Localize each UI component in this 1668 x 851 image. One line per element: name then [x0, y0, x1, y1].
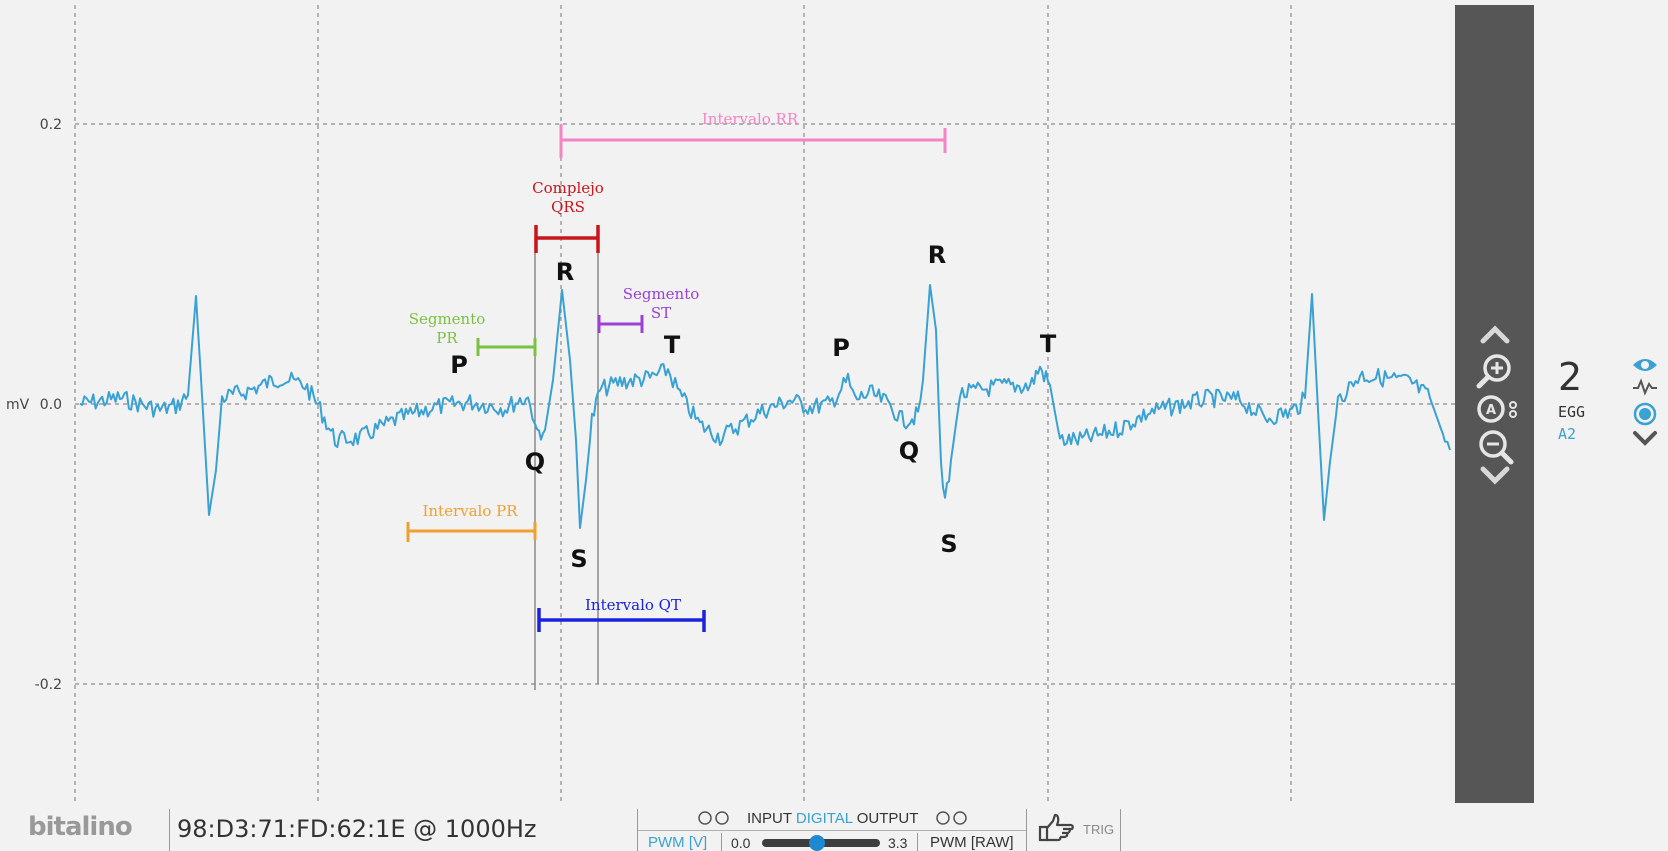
qrs-complex-label-line1: Complejo: [532, 179, 604, 197]
rr-interval-label: Intervalo RR: [702, 110, 799, 128]
trigger-hand-icon[interactable]: [1037, 813, 1077, 843]
st-segment-label-line1: Segmento: [623, 285, 700, 303]
svg-text:A: A: [1486, 403, 1496, 418]
chevron-down-icon[interactable]: [1477, 463, 1513, 487]
wave-label-p1: P: [450, 351, 468, 379]
slider-min-label: 0.0: [731, 835, 751, 851]
signal-plot[interactable]: 0.2 0.0 -0.2 mV Intervalo RR Complejo QR…: [0, 0, 1455, 803]
separator: [1120, 809, 1121, 851]
separator: [1026, 809, 1027, 851]
wave-label-q2: Q: [899, 437, 919, 465]
pr-segment-label-line1: Segmento: [409, 310, 486, 328]
channel-input: A2: [1558, 425, 1577, 443]
eye-icon[interactable]: [1632, 356, 1658, 374]
trigger-label: TRIG: [1083, 822, 1115, 837]
pr-segment-bracket: [476, 338, 537, 356]
channel-number: 2: [1558, 355, 1583, 399]
auto-scale-icon[interactable]: A: [1473, 389, 1521, 429]
y-unit-label: mV: [6, 397, 30, 413]
wave-label-q1: Q: [525, 448, 545, 476]
y-tick-label-top: 0.2: [40, 117, 62, 133]
wave-label-s1: S: [570, 545, 587, 573]
separator: [721, 833, 722, 851]
zoom-in-icon[interactable]: [1475, 350, 1515, 390]
channel-name: EGG: [1558, 403, 1586, 421]
pr-segment-label-line2: PR: [436, 329, 458, 347]
qrs-complex-label-line2: QRS: [551, 198, 585, 216]
wave-label-s2: S: [940, 530, 957, 558]
qrs-complex-bracket: [534, 225, 600, 253]
pwm-slider[interactable]: [762, 835, 880, 851]
digital-label: DIGITAL: [795, 810, 853, 827]
st-segment-label-line2: ST: [651, 304, 671, 322]
grid-vertical: [74, 5, 1292, 803]
wave-label-p2: P: [832, 334, 850, 362]
pwm-volt-button[interactable]: PWM [V]: [648, 834, 708, 851]
grid-horizontal: [75, 123, 1455, 685]
pwm-raw-button[interactable]: PWM [RAW]: [930, 834, 1014, 851]
separator: [169, 809, 170, 851]
wave-label-r2: R: [928, 241, 946, 269]
y-tick-label-zero: 0.0: [40, 397, 62, 413]
separator: [637, 809, 638, 851]
y-tick-label-bottom: -0.2: [35, 677, 62, 693]
channel-panel: 2 EGG A2: [1534, 0, 1668, 803]
wave-label-t1: T: [664, 331, 681, 359]
wave-label-t2: T: [1040, 330, 1057, 358]
waveform-icon[interactable]: [1632, 378, 1658, 396]
output-label: OUTPUT: [856, 810, 919, 827]
device-address: 98:D3:71:FD:62:1E @ 1000Hz: [177, 815, 537, 843]
ecg-signal-line: [79, 284, 1451, 529]
pr-interval-label: Intervalo PR: [422, 502, 518, 520]
zoom-out-icon[interactable]: [1475, 426, 1515, 466]
pwm-slider-thumb[interactable]: [809, 835, 826, 851]
rr-interval-bracket: [559, 124, 947, 158]
qt-interval-label: Intervalo QT: [585, 596, 681, 614]
record-icon[interactable]: [1633, 402, 1657, 426]
st-segment-bracket: [597, 315, 644, 333]
zoom-control-bar: A: [1455, 5, 1534, 803]
output-ports-icon[interactable]: [935, 810, 971, 826]
chevron-up-icon[interactable]: [1477, 323, 1513, 347]
qt-interval-bracket: [537, 608, 706, 632]
expand-chevron-icon[interactable]: [1632, 430, 1658, 446]
io-divider: [638, 830, 1026, 831]
slider-max-label: 3.3: [888, 835, 908, 851]
pr-interval-bracket: [406, 522, 537, 542]
wave-label-r1: R: [556, 258, 574, 286]
input-label: INPUT: [747, 810, 792, 827]
separator: [917, 833, 918, 851]
input-ports-icon[interactable]: [697, 810, 733, 826]
bitalino-logo: bitalino: [28, 812, 133, 842]
status-bar: bitalino 98:D3:71:FD:62:1E @ 1000Hz INPU…: [0, 803, 1668, 851]
